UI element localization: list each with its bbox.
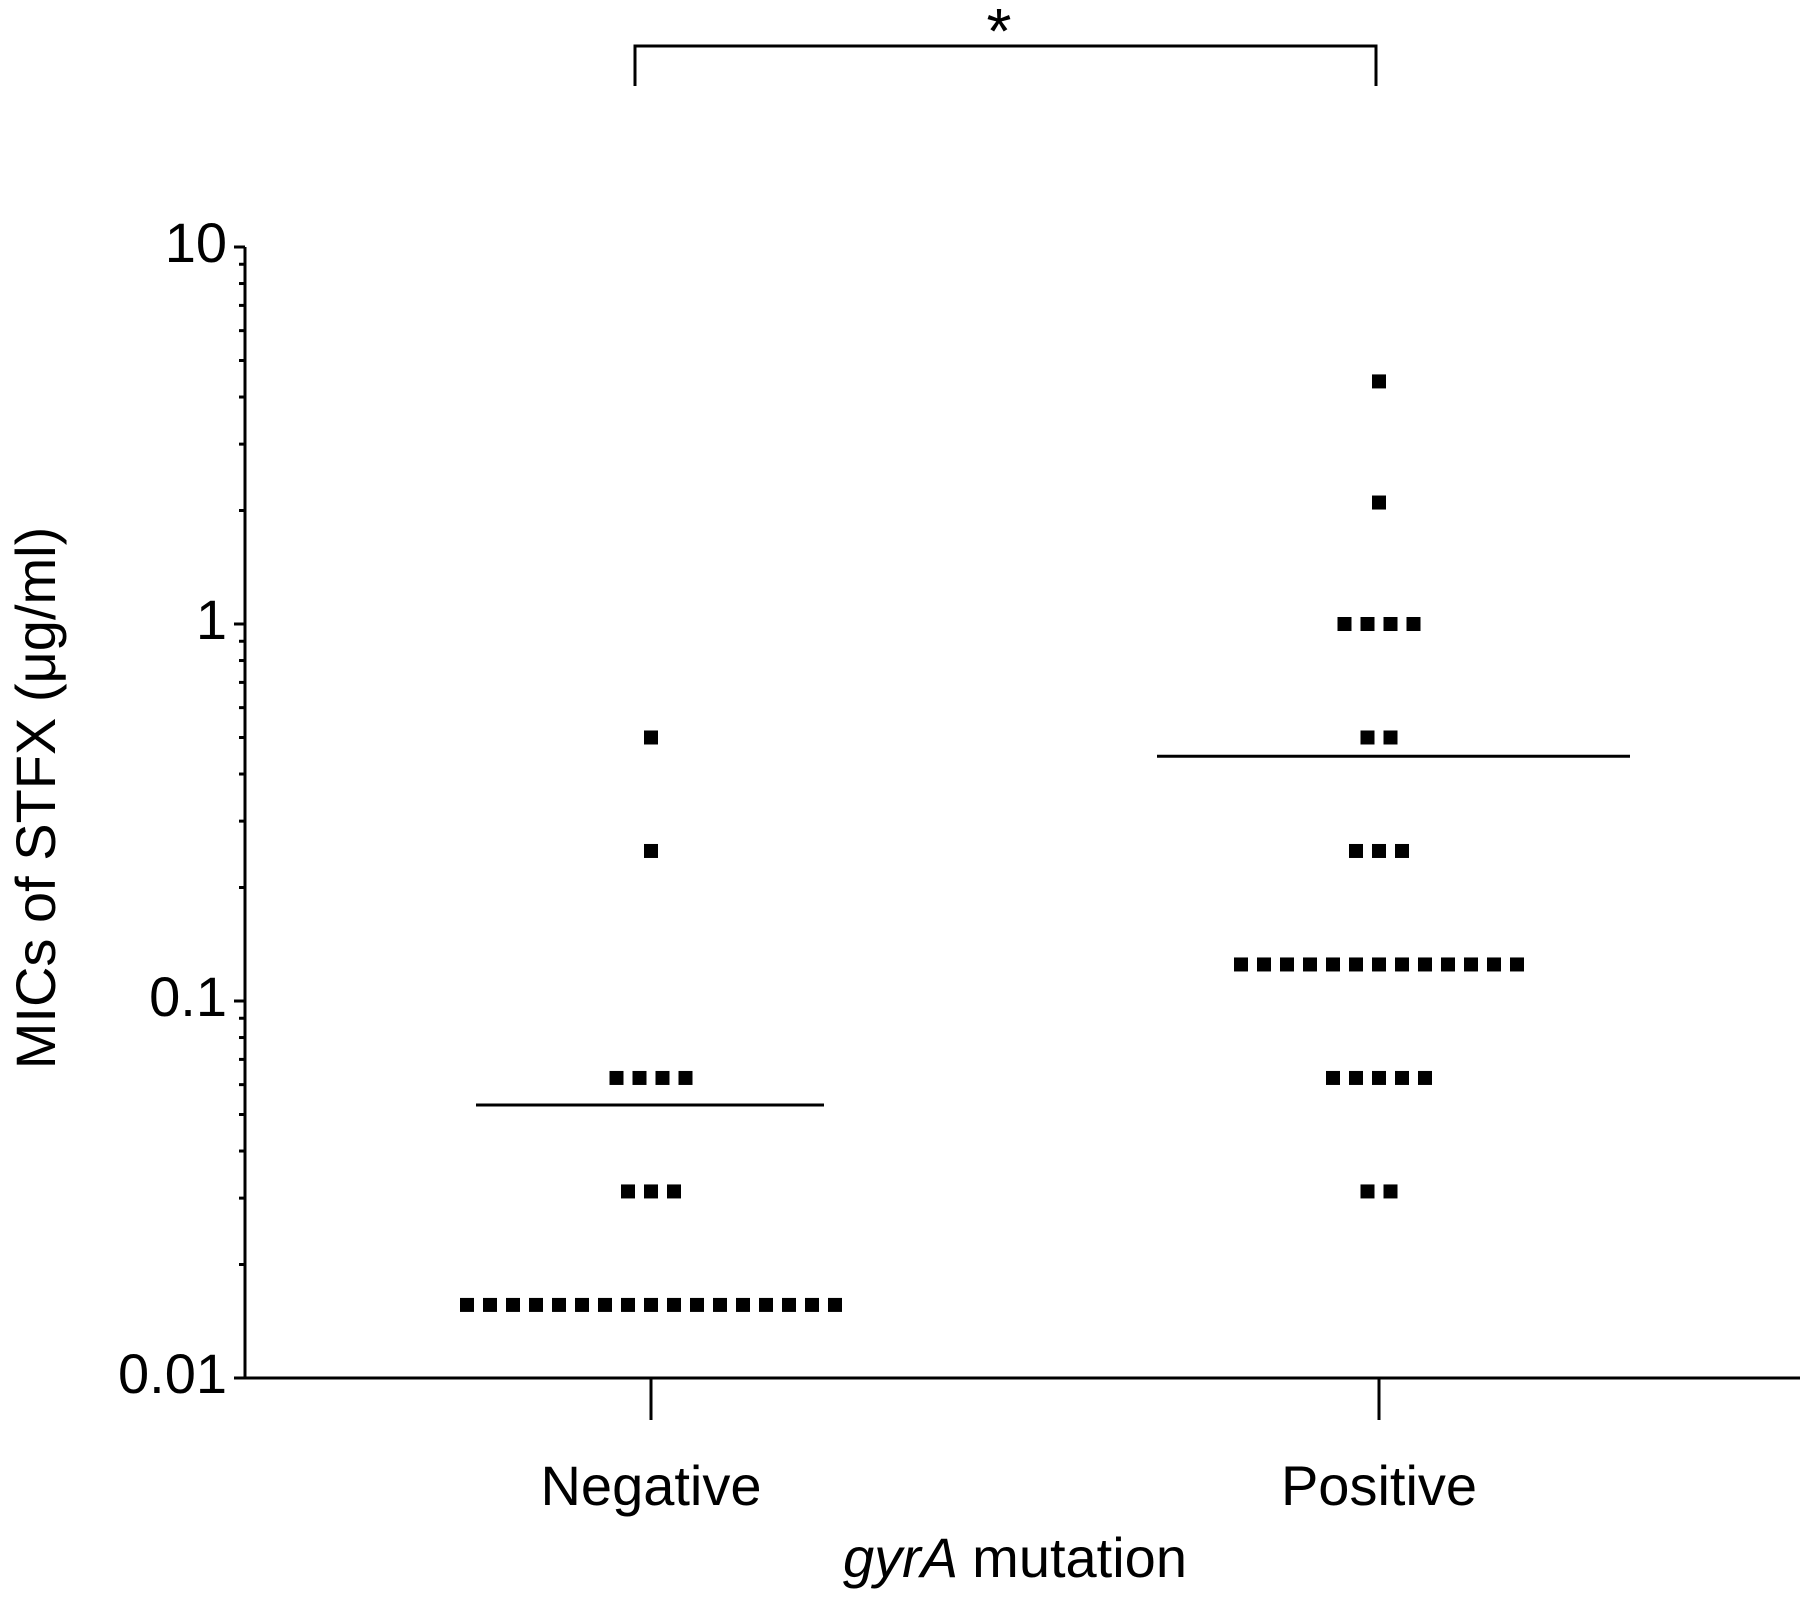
data-point xyxy=(690,1297,704,1312)
data-point xyxy=(713,1297,727,1312)
data-point xyxy=(529,1297,543,1312)
data-point xyxy=(1337,617,1352,631)
data-point xyxy=(460,1297,474,1312)
data-point xyxy=(1372,374,1386,389)
x-tick-label: Positive xyxy=(1281,1454,1477,1517)
x-axis-label: gyrA mutation xyxy=(843,1526,1187,1589)
y-axis-label: MICs of STFX (μg/ml) xyxy=(4,527,67,1070)
data-point xyxy=(1383,617,1398,631)
data-point xyxy=(1487,957,1501,972)
data-point xyxy=(644,1297,658,1312)
data-point xyxy=(1234,957,1248,972)
data-point xyxy=(1360,1184,1375,1199)
data-point xyxy=(678,1070,693,1085)
data-point xyxy=(1303,957,1317,972)
data-point xyxy=(655,1070,670,1085)
data-point xyxy=(1510,957,1524,972)
data-point xyxy=(667,1297,681,1312)
data-point xyxy=(1360,617,1375,631)
data-point xyxy=(1372,843,1386,858)
significance-star: * xyxy=(987,0,1012,67)
data-point xyxy=(1464,957,1478,972)
y-tick-label: 1 xyxy=(196,588,227,651)
data-point xyxy=(1372,957,1386,972)
data-point xyxy=(1326,957,1340,972)
significance-bracket xyxy=(633,44,1378,86)
data-point xyxy=(575,1297,589,1312)
data-point xyxy=(1395,957,1409,972)
data-point xyxy=(1418,1070,1432,1085)
data-point xyxy=(1395,843,1409,858)
data-point xyxy=(667,1184,681,1199)
data-point xyxy=(1406,617,1421,631)
data-point xyxy=(1372,495,1386,510)
x-axis-label-italic: gyrA xyxy=(843,1526,958,1589)
data-point xyxy=(1418,957,1432,972)
data-point xyxy=(1326,1070,1340,1085)
data-point xyxy=(621,1184,635,1199)
data-point xyxy=(1349,1070,1363,1085)
data-point xyxy=(828,1297,842,1312)
data-point xyxy=(644,843,658,858)
data-point xyxy=(805,1297,819,1312)
data-point xyxy=(644,1184,658,1199)
data-point xyxy=(1349,843,1363,858)
data-point xyxy=(483,1297,497,1312)
data-point xyxy=(1395,1070,1409,1085)
data-point xyxy=(621,1297,635,1312)
data-point xyxy=(1280,957,1294,972)
data-point xyxy=(736,1297,750,1312)
data-point xyxy=(506,1297,520,1312)
data-point xyxy=(1383,1184,1398,1199)
data-point xyxy=(632,1070,647,1085)
data-point xyxy=(1441,957,1455,972)
data-point xyxy=(1372,1070,1386,1085)
data-point xyxy=(552,1297,566,1312)
data-point xyxy=(782,1297,796,1312)
data-point xyxy=(598,1297,612,1312)
data-point xyxy=(1360,730,1375,745)
data-point xyxy=(759,1297,773,1312)
data-point xyxy=(1257,957,1271,972)
y-tick-label: 10 xyxy=(165,211,227,274)
x-axis-label-text: mutation xyxy=(972,1526,1187,1589)
data-point xyxy=(644,730,658,745)
y-tick-label: 0.01 xyxy=(118,1342,227,1405)
data-point xyxy=(1383,730,1398,745)
data-point xyxy=(1349,957,1363,972)
x-tick-label: Negative xyxy=(540,1454,761,1517)
data-point xyxy=(609,1070,624,1085)
y-tick-label: 0.1 xyxy=(149,965,227,1028)
